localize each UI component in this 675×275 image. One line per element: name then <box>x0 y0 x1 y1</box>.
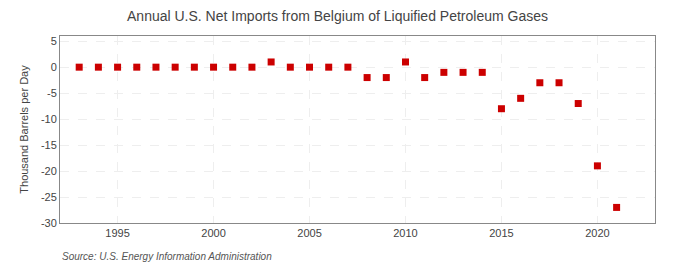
svg-text:1995: 1995 <box>105 227 129 239</box>
svg-text:2020: 2020 <box>585 227 609 239</box>
svg-text:0: 0 <box>51 61 57 73</box>
svg-text:2005: 2005 <box>297 227 321 239</box>
svg-text:-15: -15 <box>41 139 57 151</box>
svg-text:Thousand Barrels per Day: Thousand Barrels per Day <box>18 65 30 194</box>
svg-text:-10: -10 <box>41 113 57 125</box>
svg-text:-30: -30 <box>41 217 57 229</box>
svg-text:-20: -20 <box>41 165 57 177</box>
svg-text:2010: 2010 <box>393 227 417 239</box>
svg-text:5: 5 <box>51 35 57 47</box>
svg-text:Source: U.S. Energy Informatio: Source: U.S. Energy Information Administ… <box>62 251 272 262</box>
svg-text:-5: -5 <box>47 87 57 99</box>
svg-text:2015: 2015 <box>489 227 513 239</box>
svg-text:2000: 2000 <box>201 227 225 239</box>
svg-text:Annual U.S. Net Imports from B: Annual U.S. Net Imports from Belgium of … <box>127 8 548 24</box>
svg-text:-25: -25 <box>41 191 57 203</box>
